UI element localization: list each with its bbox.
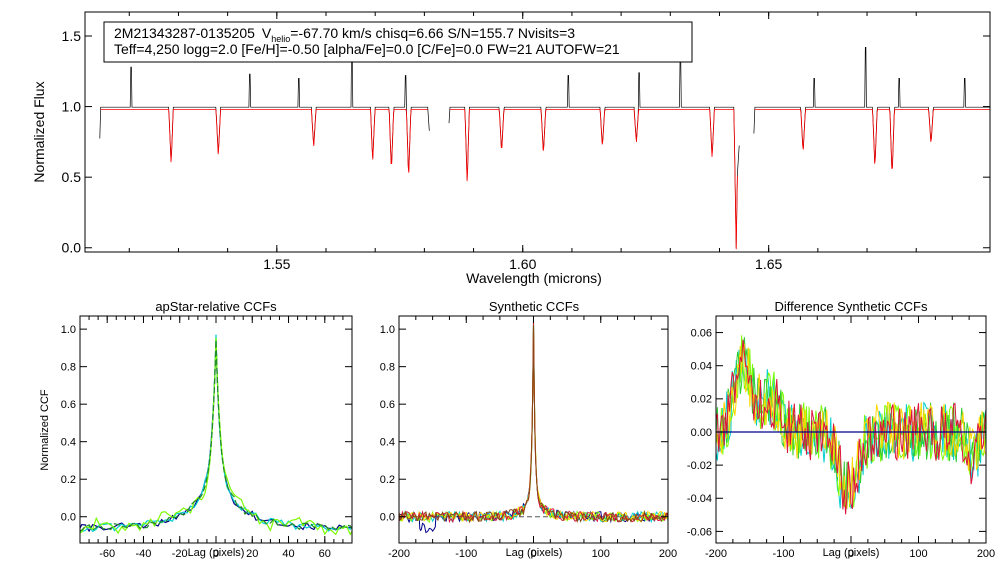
x-tick-label: -60	[99, 548, 115, 560]
x-tick-label: -100	[772, 548, 794, 560]
apstar-ccf-ticks: -60 -40 -20 0 20 40 60 0.0 0.2 0.4 0.6 0.8 1.0	[61, 316, 352, 560]
x-tick-label: 60	[319, 548, 331, 560]
x-tick-label: -100	[455, 548, 477, 560]
x-tick-label: -200	[388, 548, 410, 560]
synthetic-ccf-plot-area	[399, 317, 668, 534]
y-tick-label: 0.00	[691, 427, 712, 439]
apstar-ccf-panel: apStar-relative CCFs -60 -40 -20 0 20 40 60 0.0…	[39, 299, 353, 560]
x-tick-label: 100	[592, 548, 610, 560]
spectrum-ticks: 1.55 1.60 1.65 0.0 0.5 1.0 1.5	[62, 12, 990, 272]
apstar-ccf-title: apStar-relative CCFs	[155, 299, 277, 314]
apstar-ccf-plot-area	[80, 334, 352, 536]
y-tick-label: 1.0	[61, 324, 76, 336]
y-tick-label: -0.04	[687, 493, 712, 505]
y-tick-label: 0.6	[61, 399, 76, 411]
y-tick-label: 0.2	[380, 474, 395, 486]
apstar-ccf-line	[80, 334, 352, 533]
difference-ccf-panel: Difference Synthetic CCFs -200 -100 0 100 20…	[687, 299, 995, 560]
synthetic-ccf-xlabel: Lag (pixels)	[506, 547, 563, 559]
y-tick-label: 0.06	[691, 327, 712, 339]
apstar-ccf-line	[80, 339, 352, 533]
model-spectrum-line	[450, 109, 738, 250]
synthetic-ccf-title: Synthetic CCFs	[489, 299, 580, 314]
x-tick-label: 0	[848, 548, 854, 560]
x-tick-label: 0	[213, 548, 219, 560]
annotation-box	[103, 21, 693, 63]
y-tick-label: 0.0	[380, 512, 395, 524]
spectrum-xlabel: Wavelength (microns)	[466, 270, 602, 286]
y-tick-label: 1.0	[62, 98, 82, 114]
y-tick-label: 0.02	[691, 394, 712, 406]
model-spectrum-line	[754, 109, 990, 169]
spectrum-frame	[84, 11, 991, 253]
apstar-ccf-ylabel: Normalized CCF	[39, 389, 51, 471]
difference-ccf-xlabel: Lag (pixels)	[823, 547, 880, 559]
x-tick-label: 200	[977, 548, 995, 560]
difference-ccf-ticks: -200 -100 0 100 200 -0.06 -0.04 -0.02 0.00 0.02 0.…	[687, 316, 995, 560]
y-tick-label: 0.4	[61, 437, 76, 449]
x-tick-label: 200	[659, 548, 677, 560]
apstar-ccf-line	[80, 337, 352, 536]
apstar-ccf-xlabel: Lag (pixels)	[188, 547, 245, 559]
y-tick-label: 0.0	[62, 240, 82, 256]
difference-ccf-line	[716, 339, 986, 515]
y-tick-label: 1.5	[62, 28, 82, 44]
y-tick-label: -0.02	[687, 460, 712, 472]
y-tick-label: 0.04	[691, 361, 712, 373]
x-tick-label: 40	[282, 548, 294, 560]
difference-ccf-plot-area	[716, 335, 986, 515]
y-tick-label: 0.4	[380, 437, 395, 449]
spectrum-panel: 1.55 1.60 1.65 0.0 0.5 1.0 1.5 2M21343287-0135…	[31, 11, 991, 286]
y-tick-label: 0.8	[380, 362, 395, 374]
x-tick-label: 1.55	[263, 256, 290, 272]
x-tick-label: 20	[246, 548, 258, 560]
y-tick-label: 0.2	[61, 474, 76, 486]
y-tick-label: 1.0	[380, 324, 395, 336]
x-tick-label: 100	[909, 548, 927, 560]
synthetic-ccf-ticks: -200 -100 0 100 200 0.0 0.2 0.4 0.6 0.8 1.0	[380, 316, 677, 560]
synthetic-ccf-panel: Synthetic CCFs -200 -100 0 100 200 0.0 0.2 0.4 0…	[380, 299, 677, 560]
y-tick-label: 0.6	[380, 399, 395, 411]
difference-ccf-title: Difference Synthetic CCFs	[775, 299, 928, 314]
y-tick-label: 0.8	[61, 362, 76, 374]
spectrum-plot-area	[99, 42, 990, 250]
y-tick-label: 0.0	[61, 512, 76, 524]
x-tick-label: -40	[136, 548, 152, 560]
y-tick-label: -0.06	[687, 526, 712, 538]
annotation-line-2: Teff=4,250 logg=2.0 [Fe/H]=-0.50 [alpha/…	[114, 41, 620, 57]
x-tick-label: -200	[705, 548, 727, 560]
x-tick-label: 1.65	[755, 256, 782, 272]
y-tick-label: 0.5	[62, 169, 82, 185]
synthetic-ccf-line	[399, 324, 668, 524]
x-tick-label: -20	[172, 548, 188, 560]
observed-spectrum-line	[448, 52, 740, 248]
x-tick-label: 1.60	[509, 256, 536, 272]
spectrum-ylabel: Normalized Flux	[31, 81, 47, 182]
annotation-line-1: 2M21343287-0135205 Vhelio=-67.70 km/s chi…	[114, 25, 575, 44]
x-tick-label: 0	[530, 548, 536, 560]
apstar-ccf-line	[80, 340, 352, 532]
model-spectrum-line	[100, 109, 428, 173]
